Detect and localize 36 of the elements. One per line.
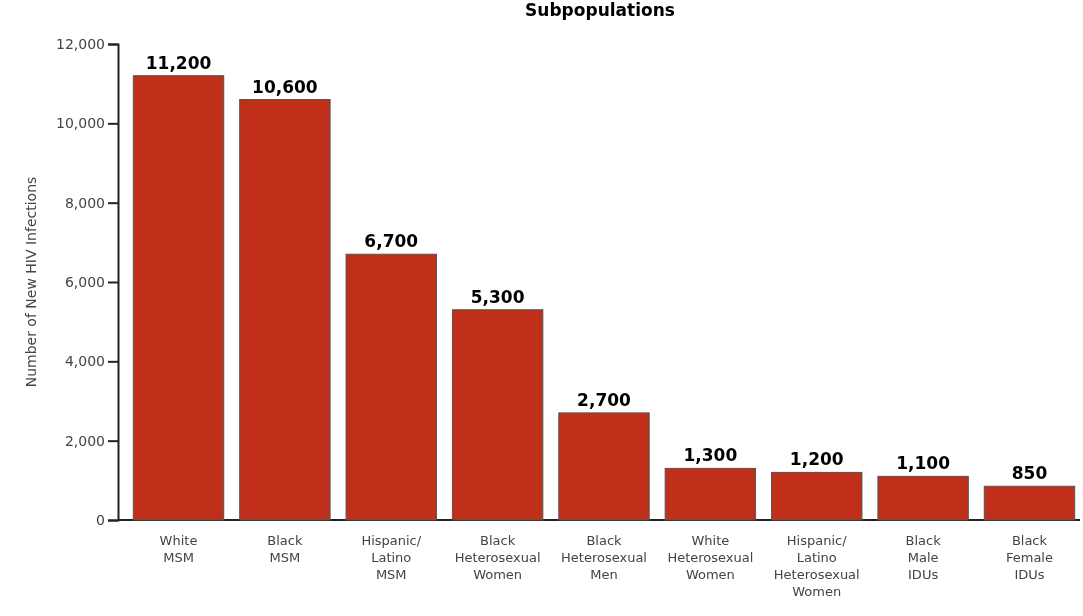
y-tick-label: 12,000 bbox=[56, 35, 105, 52]
x-tick-label: Black MSM bbox=[267, 533, 303, 565]
x-tick-label: Hispanic/ Latino Heterosexual Women bbox=[773, 533, 860, 599]
bar bbox=[132, 75, 225, 521]
data-label: 1,300 bbox=[683, 445, 738, 466]
x-tick-label: Black Female IDUs bbox=[1005, 533, 1053, 582]
bar bbox=[239, 99, 331, 521]
data-label: 2,700 bbox=[577, 389, 632, 410]
bar bbox=[558, 412, 650, 521]
bar bbox=[771, 471, 863, 521]
data-label: 1,200 bbox=[789, 449, 844, 470]
y-tick-label: 6,000 bbox=[64, 273, 105, 290]
x-tick-label: White Heterosexual Women bbox=[667, 533, 754, 582]
x-tick-label: White MSM bbox=[159, 533, 198, 565]
bar bbox=[877, 475, 969, 521]
x-tick-label: Black Heterosexual Men bbox=[561, 533, 647, 582]
y-axis-title: Number of New HIV Infections bbox=[23, 176, 39, 388]
x-tick-label: Hispanic/ Latino MSM bbox=[361, 533, 422, 582]
data-label: 6,700 bbox=[364, 231, 419, 252]
x-tick-label: Black Male IDUs bbox=[905, 533, 942, 582]
y-tick-label: 2,000 bbox=[64, 432, 105, 449]
y-tick-label: 10,000 bbox=[56, 115, 105, 132]
bar bbox=[983, 485, 1076, 521]
data-label: 850 bbox=[1011, 463, 1048, 484]
data-label: 10,600 bbox=[252, 76, 318, 97]
data-label: 11,200 bbox=[145, 52, 212, 73]
y-tick-label: 4,000 bbox=[64, 353, 105, 370]
data-label: 1,100 bbox=[896, 453, 951, 474]
bar bbox=[664, 467, 757, 521]
x-tick-label: Black Heterosexual Women bbox=[454, 533, 541, 582]
y-tick-label: 8,000 bbox=[64, 194, 105, 211]
chart-title: Subpopulations bbox=[525, 0, 675, 20]
y-tick-label: 0 bbox=[96, 511, 105, 528]
bar bbox=[451, 309, 544, 521]
data-label: 5,300 bbox=[470, 286, 525, 307]
bar bbox=[345, 253, 437, 521]
